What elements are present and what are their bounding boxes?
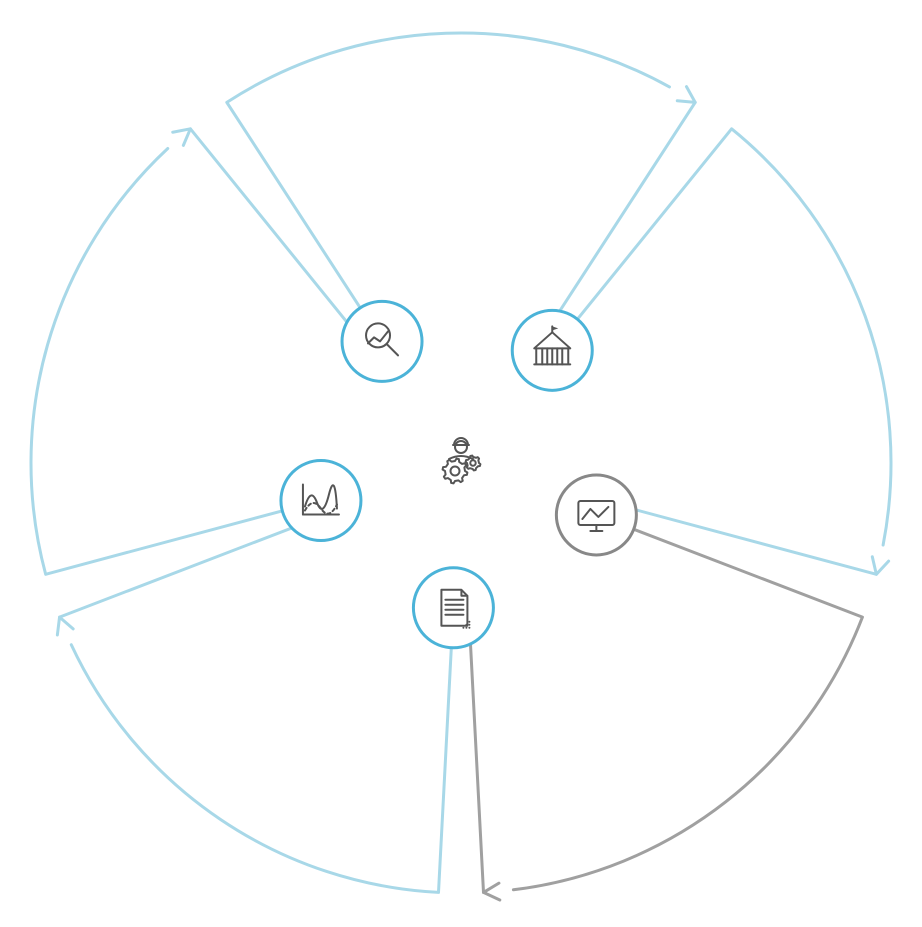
- flow-segment: [469, 515, 863, 900]
- circular-flow-diagram: [0, 0, 922, 927]
- arrowhead-outer: [677, 87, 695, 103]
- flow-segment: [57, 515, 453, 892]
- segment-outer-arc: [513, 515, 862, 890]
- dashboard-icon: [556, 475, 636, 555]
- segment-end-radial: [540, 102, 695, 341]
- dot: [468, 624, 470, 626]
- segment-end-radial: [601, 501, 876, 575]
- segment-end-radial: [190, 129, 369, 350]
- icon-circle: [342, 301, 422, 381]
- segment-outer-arc: [31, 149, 321, 575]
- dot: [468, 621, 470, 623]
- icon-circle: [281, 461, 361, 541]
- engineer-gears-icon: [443, 438, 481, 483]
- gear-hub: [451, 467, 460, 476]
- dot: [468, 627, 470, 629]
- icon-circle: [413, 568, 493, 648]
- arrowhead-outer: [173, 129, 191, 146]
- arrowhead-outer: [872, 557, 888, 575]
- gear-teeth: [443, 459, 468, 484]
- segment-outer-arc: [227, 33, 670, 341]
- flow-segment: [227, 33, 695, 341]
- arrowhead-outer: [57, 617, 73, 635]
- dot: [462, 627, 464, 629]
- document-icon: [413, 568, 493, 648]
- segment-end-radial: [469, 608, 484, 893]
- analysis-icon: [342, 301, 422, 381]
- dot: [465, 624, 467, 626]
- signal-icon: [281, 461, 361, 541]
- gear-hub: [470, 460, 475, 465]
- institution-icon: [512, 310, 592, 390]
- dot: [465, 627, 467, 629]
- head: [455, 441, 467, 453]
- segment-end-radial: [60, 515, 326, 617]
- arrowhead-outer: [484, 883, 500, 900]
- segment-outer-arc: [71, 608, 453, 893]
